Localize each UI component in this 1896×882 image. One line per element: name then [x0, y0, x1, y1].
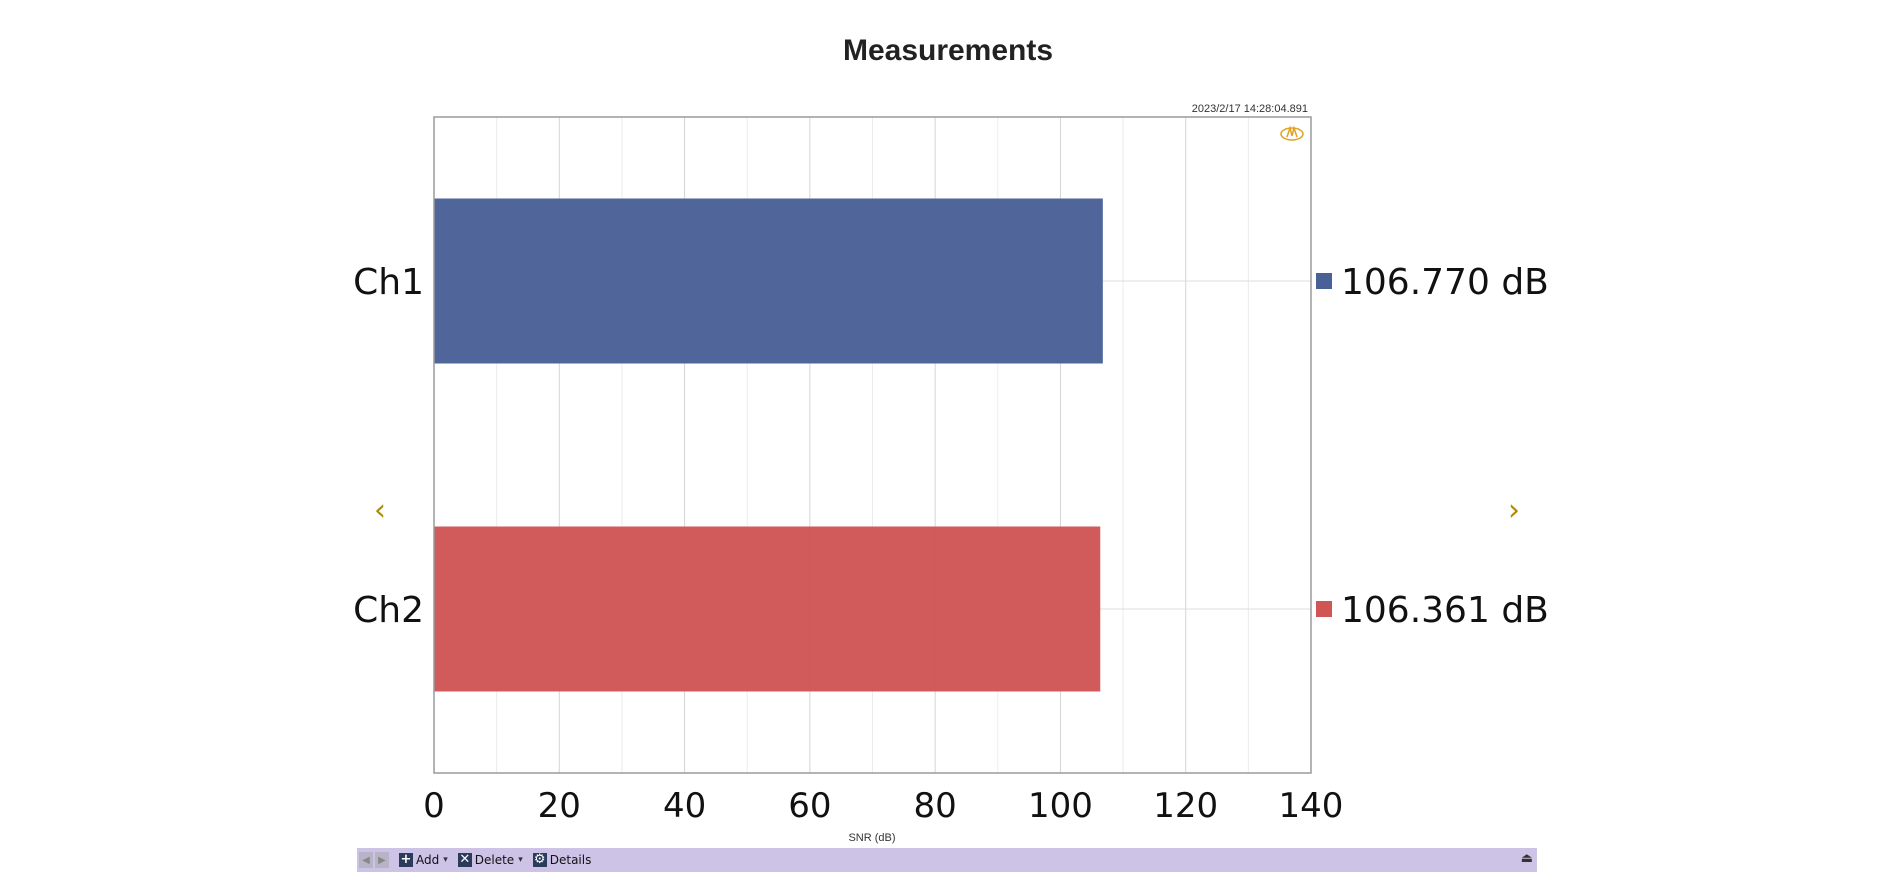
- chevron-right-icon[interactable]: ›: [1508, 492, 1520, 528]
- x-tick-label: 80: [914, 786, 957, 826]
- delete-button-label: Delete: [474, 853, 515, 867]
- legend-swatch-ch1: [1316, 273, 1332, 289]
- bottom-toolbar: ◀ ▶ + Add ▾ ✕ Delete ▾ ⚙ Details ⏏: [357, 848, 1537, 872]
- value-label-ch2: 106.361 dB: [1341, 590, 1549, 631]
- details-button-label: Details: [549, 853, 592, 867]
- logo-icon: [1280, 125, 1304, 141]
- plot-frame: [433, 116, 1312, 774]
- delete-dropdown-icon[interactable]: ▾: [518, 855, 523, 865]
- x-tick-label: 60: [788, 786, 831, 826]
- category-label-ch1: Ch1: [353, 262, 424, 303]
- x-tick-label: 120: [1153, 786, 1218, 826]
- x-tick-label: 140: [1279, 786, 1344, 826]
- x-tick-label: 20: [538, 786, 581, 826]
- x-tick-label: 40: [663, 786, 706, 826]
- bar-ch1: [434, 198, 1103, 364]
- page-title: Measurements: [842, 34, 1054, 67]
- category-label-ch2: Ch2: [353, 590, 424, 631]
- gear-icon: ⚙: [532, 852, 547, 867]
- add-button-label: Add: [416, 853, 440, 867]
- x-tick-label: 100: [1028, 786, 1093, 826]
- x-tick-label: 0: [423, 786, 445, 826]
- x-axis-title: SNR (dB): [848, 832, 895, 844]
- plus-icon: +: [399, 852, 413, 867]
- add-dropdown-icon[interactable]: ▾: [443, 855, 448, 865]
- toolbar-next-icon[interactable]: ▶: [375, 852, 389, 868]
- delete-icon: ✕: [457, 852, 472, 867]
- pin-icon[interactable]: ⏏: [1520, 851, 1533, 866]
- delete-button[interactable]: ✕ Delete ▾: [457, 852, 523, 867]
- bar-ch2: [434, 526, 1101, 692]
- timestamp: 2023/2/17 14:28:04.891: [1192, 103, 1308, 115]
- value-label-ch1: 106.770 dB: [1341, 262, 1549, 303]
- add-button[interactable]: + Add ▾: [399, 853, 448, 867]
- chevron-left-icon[interactable]: ‹: [374, 492, 386, 528]
- legend-swatch-ch2: [1316, 601, 1332, 617]
- details-button[interactable]: ⚙ Details: [532, 852, 592, 867]
- toolbar-prev-icon[interactable]: ◀: [359, 852, 373, 868]
